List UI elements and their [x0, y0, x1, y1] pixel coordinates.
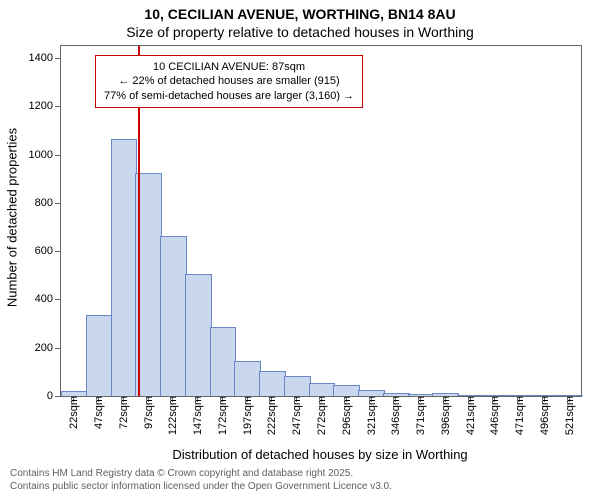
xtick-label: 496sqm [537, 396, 551, 435]
histogram-bar [309, 383, 336, 396]
annotation-text: 77% of semi-detached houses are larger (… [104, 89, 354, 103]
histogram-bar [234, 361, 261, 396]
histogram-bar [210, 327, 237, 396]
xtick-label: 396sqm [438, 396, 452, 435]
annotation-box: 10 CECILIAN AVENUE: 87sqm← 22% of detach… [95, 55, 363, 108]
ytick-label: 1000 [29, 149, 61, 161]
xtick-label: 72sqm [116, 396, 130, 429]
footer-line2: Contains public sector information licen… [10, 480, 392, 493]
xtick-label: 421sqm [463, 396, 477, 435]
ytick-label: 800 [35, 197, 61, 209]
xtick-label: 371sqm [413, 396, 427, 435]
ytick-label: 200 [35, 342, 61, 354]
chart-title-line1: 10, CECILIAN AVENUE, WORTHING, BN14 8AU [0, 6, 600, 22]
histogram-bar [160, 236, 187, 396]
histogram-bar [333, 385, 360, 396]
xtick-label: 147sqm [190, 396, 204, 435]
xtick-label: 22sqm [66, 396, 80, 429]
xtick-label: 222sqm [264, 396, 278, 435]
histogram-bar [111, 139, 138, 396]
xtick-label: 272sqm [314, 396, 328, 435]
annotation-text: 10 CECILIAN AVENUE: 87sqm [104, 60, 354, 74]
xtick-label: 172sqm [215, 396, 229, 435]
annotation-text: ← 22% of detached houses are smaller (91… [104, 74, 354, 88]
chart-title-line2: Size of property relative to detached ho… [0, 24, 600, 40]
ytick-label: 1400 [29, 52, 61, 64]
xtick-label: 47sqm [91, 396, 105, 429]
histogram-bar [86, 315, 113, 396]
xtick-label: 122sqm [165, 396, 179, 435]
xtick-label: 446sqm [487, 396, 501, 435]
footer-line1: Contains HM Land Registry data © Crown c… [10, 467, 392, 480]
xtick-label: 197sqm [240, 396, 254, 435]
histogram-bar [185, 274, 212, 396]
y-axis-label: Number of detached properties [5, 118, 20, 318]
x-axis-label: Distribution of detached houses by size … [60, 447, 580, 462]
ytick-label: 0 [47, 390, 61, 402]
xtick-label: 247sqm [289, 396, 303, 435]
xtick-label: 521sqm [562, 396, 576, 435]
xtick-label: 471sqm [512, 396, 526, 435]
ytick-label: 400 [35, 293, 61, 305]
xtick-label: 296sqm [339, 396, 353, 435]
ytick-label: 600 [35, 245, 61, 257]
xtick-label: 346sqm [388, 396, 402, 435]
xtick-label: 321sqm [364, 396, 378, 435]
histogram-bar [284, 376, 311, 396]
footer-attribution: Contains HM Land Registry data © Crown c… [10, 467, 392, 493]
histogram-bar [259, 371, 286, 396]
xtick-label: 97sqm [141, 396, 155, 429]
ytick-label: 1200 [29, 100, 61, 112]
